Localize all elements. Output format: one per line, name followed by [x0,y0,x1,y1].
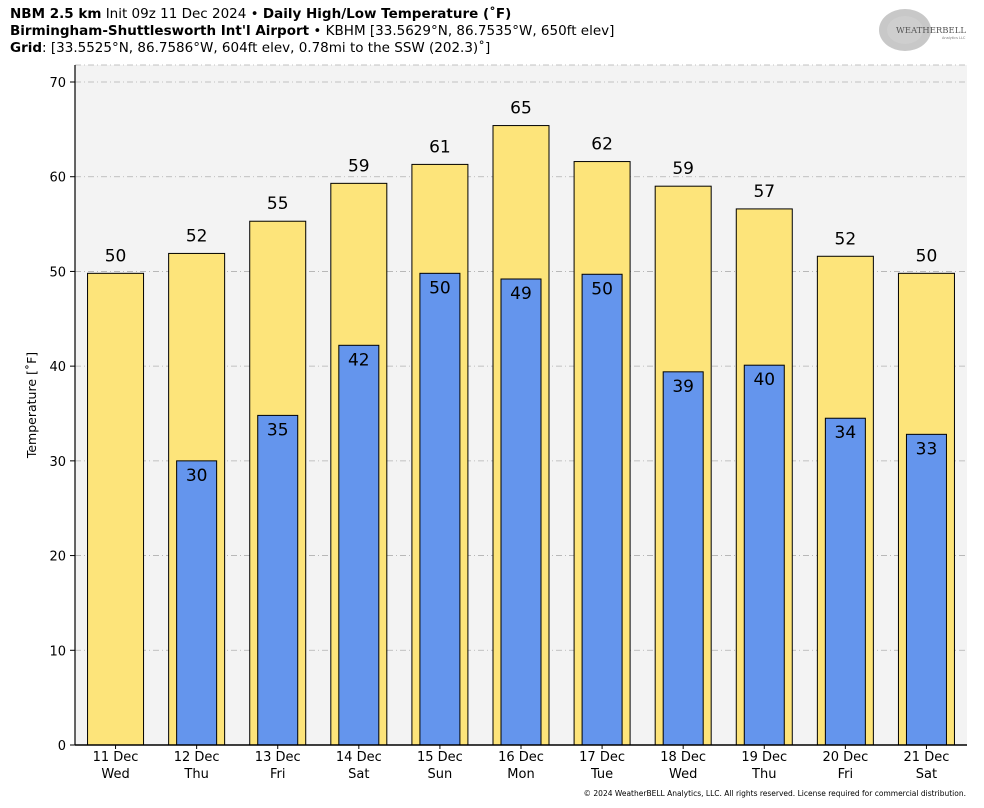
x-tick-label-date: 11 Dec [93,750,139,765]
separator-dot: • [313,23,322,39]
x-tick-label-weekday: Fri [270,767,286,782]
weatherbell-logo: WEATHERBELL Analytics LLC [879,9,966,51]
grid-label: Grid [10,40,43,56]
x-tick-label-weekday: Fri [838,767,854,782]
x-tick-label-weekday: Wed [101,767,129,782]
y-tick-label: 20 [49,550,66,565]
bars: 50 52 30 55 35 59 42 61 50 65 49 62 50 59 39 57 40 52 34 50… [87,99,955,746]
low-temp-label: 42 [348,350,370,370]
high-temp-label: 55 [267,194,289,214]
low-temp-label: 40 [753,370,775,390]
low-temp-bar [176,460,218,746]
high-temp-label: 65 [510,99,532,119]
station-details: KBHM [33.5629°N, 86.7535°W, 650ft elev] [325,23,615,39]
logo-text: WEATHERBELL [896,26,966,36]
low-temp-bar [743,364,785,746]
x-tick-label-date: 15 Dec [417,750,463,765]
low-temp-bar [500,278,542,746]
low-temp-label: 50 [591,279,613,299]
low-temp-bar [824,417,866,746]
y-tick-label: 30 [49,455,66,470]
high-temp-label: 59 [672,159,694,179]
x-tick-label-date: 16 Dec [498,750,544,765]
y-tick-label: 40 [49,360,66,375]
x-tick-label-weekday: Thu [183,767,208,782]
x-tick-label-date: 14 Dec [336,750,382,765]
logo-subtext: Analytics LLC [942,36,966,40]
y-tick-label: 0 [58,739,66,754]
low-temp-label: 33 [916,439,938,459]
product-title: Daily High/Low Temperature (˚F) [262,6,512,22]
logo-swirl-inner [887,16,923,44]
low-temp-label: 50 [429,278,451,298]
high-temp-label: 50 [916,246,938,266]
low-temp-bar [419,272,461,746]
model-name: NBM 2.5 km [10,6,102,22]
copyright-footer: © 2024 WeatherBELL Analytics, LLC. All r… [583,789,966,798]
high-temp-label: 61 [429,137,451,157]
station-name: Birmingham-Shuttlesworth Int'l Airport [10,23,310,39]
grid-details: : [33.5525°N, 86.7586°W, 604ft elev, 0.7… [42,40,491,56]
y-tick-label: 10 [49,644,66,659]
low-temp-bar [338,344,380,746]
y-tick-label: 60 [49,171,66,186]
high-temp-bar [87,272,145,746]
high-temp-label: 57 [753,182,775,202]
high-temp-label: 62 [591,135,613,155]
low-temp-label: 35 [267,420,289,440]
low-temp-bar [581,273,623,746]
y-tick-label: 50 [49,265,66,280]
init-time: Init 09z 11 Dec 2024 [105,6,247,22]
high-temp-label: 52 [835,229,857,249]
x-tick-label-weekday: Sat [348,767,369,782]
x-tick-label-date: 21 Dec [904,750,950,765]
y-axis-label: Temperature [˚F] [24,352,39,459]
low-temp-label: 39 [672,377,694,397]
x-tick-label-weekday: Wed [669,767,697,782]
header-line-1: NBM 2.5 km Init 09z 11 Dec 2024 • Daily … [10,6,511,23]
low-temp-bar [257,414,299,746]
low-temp-label: 30 [186,466,208,486]
x-tick-label-date: 20 Dec [822,750,868,765]
header-line-3: Grid: [33.5525°N, 86.7586°W, 604ft elev,… [10,40,490,57]
header-line-2: Birmingham-Shuttlesworth Int'l Airport •… [10,23,614,40]
low-temp-bar [662,371,704,746]
low-temp-bar [905,433,947,746]
x-tick-label-weekday: Mon [507,767,534,782]
axes: 0 10 20 30 40 50 60 70 11 Dec Wed 12 Dec Thu 13 Dec F… [49,65,967,782]
high-temp-label: 50 [105,246,127,266]
x-tick-label-date: 12 Dec [174,750,220,765]
x-tick-label-weekday: Tue [590,767,613,782]
high-temp-label: 59 [348,156,370,176]
x-tick-label-date: 17 Dec [579,750,625,765]
y-tick-label: 70 [49,76,66,91]
low-temp-label: 34 [835,423,857,443]
high-temp-label: 52 [186,226,208,246]
separator-dot: • [250,6,259,22]
x-tick-label-date: 18 Dec [660,750,706,765]
x-tick-label-date: 13 Dec [255,750,301,765]
x-tick-label-weekday: Thu [751,767,776,782]
x-tick-label-weekday: Sat [916,767,937,782]
low-temp-label: 49 [510,284,532,304]
x-tick-label-weekday: Sun [428,767,453,782]
x-tick-label-date: 19 Dec [741,750,787,765]
